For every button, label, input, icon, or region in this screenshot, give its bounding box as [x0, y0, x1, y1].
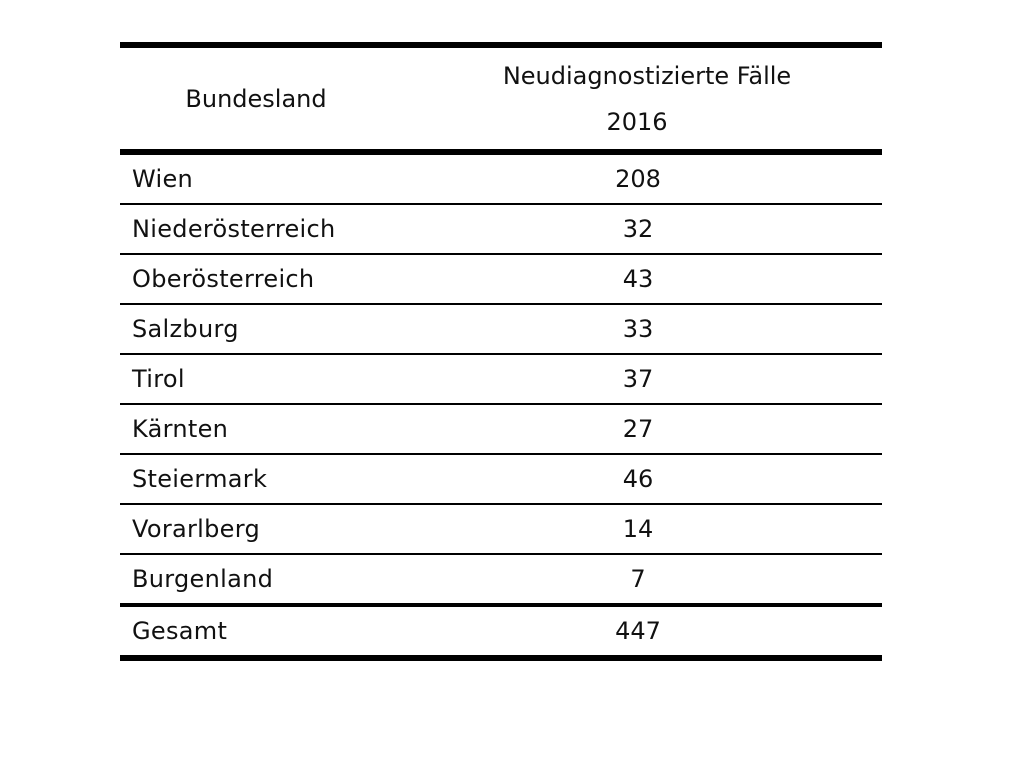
cases-cell: 43 — [500, 254, 882, 304]
cases-table: Bundesland Neudiagnostizierte Fälle 2016… — [120, 42, 882, 661]
column-header-region-label: Bundesland — [185, 84, 327, 113]
column-header-cases-year: 2016 — [606, 107, 668, 136]
cases-value: 14 — [622, 515, 654, 543]
cases-value: 43 — [622, 265, 654, 293]
cases-cell: 208 — [500, 152, 882, 204]
region-cell: Wien — [132, 165, 194, 193]
column-header-cases-label: Neudiagnostizierte Fälle — [502, 61, 792, 90]
total-row: Gesamt 447 — [120, 605, 882, 658]
region-cell: Burgenland — [132, 565, 274, 593]
header-row: Bundesland Neudiagnostizierte Fälle 2016 — [120, 45, 882, 152]
cases-value: 208 — [615, 165, 661, 193]
table-row: Wien 208 — [120, 152, 882, 204]
table-row: Tirol 37 — [120, 354, 882, 404]
cases-value: 27 — [622, 415, 654, 443]
cases-value: 7 — [630, 565, 646, 593]
table-footer: Gesamt 447 — [120, 605, 882, 658]
table-row: Salzburg 33 — [120, 304, 882, 354]
column-header-cases: Neudiagnostizierte Fälle 2016 — [500, 45, 882, 152]
region-cell: Kärnten — [132, 415, 229, 443]
region-cell: Oberösterreich — [132, 265, 315, 293]
table-header: Bundesland Neudiagnostizierte Fälle 2016 — [120, 45, 882, 152]
region-cell: Vorarlberg — [132, 515, 261, 543]
cases-cell: 27 — [500, 404, 882, 454]
cases-cell: 33 — [500, 304, 882, 354]
table-row: Vorarlberg 14 — [120, 504, 882, 554]
table-row: Niederösterreich 32 — [120, 204, 882, 254]
table-row: Steiermark 46 — [120, 454, 882, 504]
cases-value: 32 — [622, 215, 654, 243]
table-body: Wien 208 Niederösterreich 32 Oberösterre… — [120, 152, 882, 605]
column-header-region: Bundesland — [120, 45, 500, 152]
region-cell: Tirol — [132, 365, 185, 393]
cases-value: 46 — [622, 465, 654, 493]
region-cell: Steiermark — [132, 465, 268, 493]
cases-value: 33 — [622, 315, 654, 343]
total-cell: 447 — [500, 605, 882, 658]
table-row: Burgenland 7 — [120, 554, 882, 605]
cases-value: 37 — [622, 365, 654, 393]
total-value: 447 — [615, 617, 661, 645]
table-row: Kärnten 27 — [120, 404, 882, 454]
cases-cell: 32 — [500, 204, 882, 254]
region-cell: Salzburg — [132, 315, 239, 343]
total-label: Gesamt — [132, 617, 228, 645]
cases-cell: 14 — [500, 504, 882, 554]
cases-cell: 46 — [500, 454, 882, 504]
table-row: Oberösterreich 43 — [120, 254, 882, 304]
region-cell: Niederösterreich — [132, 215, 336, 243]
cases-cell: 37 — [500, 354, 882, 404]
cases-cell: 7 — [500, 554, 882, 605]
